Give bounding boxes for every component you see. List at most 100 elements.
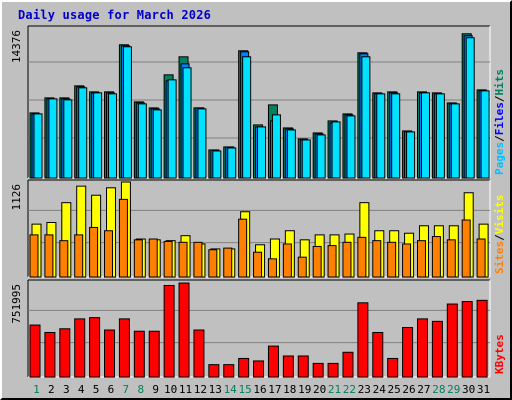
bar-sites <box>104 230 114 278</box>
bar-kbytes <box>44 331 56 378</box>
x-tick-label: 1 <box>33 383 40 396</box>
bar-pages <box>391 93 401 179</box>
bar-pages <box>108 93 118 179</box>
bar-kbytes <box>89 317 101 378</box>
bar-kbytes <box>148 330 160 378</box>
bar-kbytes <box>223 364 235 378</box>
bar-kbytes <box>163 284 175 378</box>
bar-kbytes <box>476 299 488 378</box>
bar-pages <box>331 121 341 179</box>
bar-pages <box>78 87 88 179</box>
bar-kbytes <box>253 360 265 378</box>
bar-pages <box>361 56 371 179</box>
bar-sites <box>208 249 218 278</box>
x-tick-label: 27 <box>417 383 430 396</box>
x-tick-label: 23 <box>358 383 371 396</box>
x-tick-label: 18 <box>283 383 296 396</box>
bar-pages <box>316 134 326 179</box>
bar-pages <box>271 114 281 179</box>
bar-kbytes <box>29 324 41 378</box>
bar-sites <box>327 245 337 278</box>
legend-middle: Sites/Visits <box>493 195 506 275</box>
x-tick-label: 28 <box>432 383 445 396</box>
bar-pages <box>93 92 103 179</box>
x-tick-label: 3 <box>63 383 70 396</box>
legend-top: Pages/Files/Hits <box>493 69 506 175</box>
y-max-label-bottom: 751995 <box>10 284 23 324</box>
bar-kbytes <box>402 327 414 378</box>
bar-sites <box>74 234 84 278</box>
bar-pages <box>63 99 73 179</box>
x-tick-label: 16 <box>253 383 266 396</box>
bar-sites <box>178 241 188 278</box>
bar-sites <box>416 240 426 278</box>
bar-pages <box>346 115 356 179</box>
x-tick-label: 25 <box>388 383 401 396</box>
bar-kbytes <box>312 362 324 378</box>
legend-bottom: KBytes <box>493 334 506 374</box>
bar-sites <box>223 247 233 278</box>
bar-kbytes <box>431 320 443 378</box>
bar-pages <box>257 126 267 179</box>
bar-pages <box>480 90 490 179</box>
x-tick-label: 13 <box>209 383 222 396</box>
bar-sites <box>372 240 382 278</box>
bar-kbytes <box>372 331 384 378</box>
bar-pages <box>420 92 430 179</box>
bar-sites <box>476 238 486 278</box>
bar-sites <box>29 234 39 278</box>
bar-kbytes <box>267 345 279 378</box>
bar-kbytes <box>59 328 71 378</box>
bar-kbytes <box>342 351 354 378</box>
bar-sites <box>282 243 292 278</box>
x-tick-label: 10 <box>164 383 177 396</box>
x-tick-label: 30 <box>462 383 475 396</box>
x-tick-label: 21 <box>328 383 341 396</box>
legend-files: Files <box>493 102 506 135</box>
bar-pages <box>301 139 311 179</box>
legend-visits: Visits <box>493 195 506 235</box>
bar-kbytes <box>74 318 86 378</box>
legend-pages: Pages <box>493 142 506 175</box>
bar-pages <box>450 103 460 179</box>
bar-pages <box>376 93 386 179</box>
x-tick-label: 31 <box>477 383 490 396</box>
bar-sites <box>163 240 173 278</box>
bar-pages <box>137 103 147 179</box>
bar-kbytes <box>297 355 309 378</box>
bar-pages <box>167 79 177 179</box>
bar-sites <box>402 243 412 278</box>
bar-sites <box>148 238 158 278</box>
legend-separator: / <box>493 95 506 102</box>
bar-sites <box>133 239 143 278</box>
x-tick-label: 4 <box>78 383 85 396</box>
x-tick-label: 29 <box>447 383 460 396</box>
bar-kbytes <box>178 282 190 378</box>
x-tick-label: 14 <box>224 383 238 396</box>
x-tick-label: 6 <box>108 383 115 396</box>
bar-sites <box>238 218 248 278</box>
legend-hits: Hits <box>493 69 506 96</box>
x-tick-label: 24 <box>373 383 387 396</box>
bar-kbytes <box>118 318 130 378</box>
x-tick-label: 17 <box>268 383 281 396</box>
bar-sites <box>387 241 397 278</box>
bar-pages <box>406 131 416 179</box>
bar-sites <box>431 236 441 278</box>
bar-kbytes <box>282 355 294 378</box>
bar-pages <box>197 108 207 179</box>
bar-kbytes <box>238 357 250 378</box>
x-tick-label: 11 <box>179 383 192 396</box>
y-max-label-middle: 1126 <box>10 184 23 211</box>
bar-kbytes <box>208 364 220 378</box>
bar-sites <box>342 241 352 278</box>
bar-sites <box>118 198 128 278</box>
bar-kbytes <box>193 329 205 378</box>
x-tick-label: 15 <box>238 383 251 396</box>
bar-kbytes <box>387 357 399 378</box>
bar-sites <box>312 245 322 278</box>
x-tick-label: 12 <box>194 383 207 396</box>
bar-pages <box>227 147 237 179</box>
